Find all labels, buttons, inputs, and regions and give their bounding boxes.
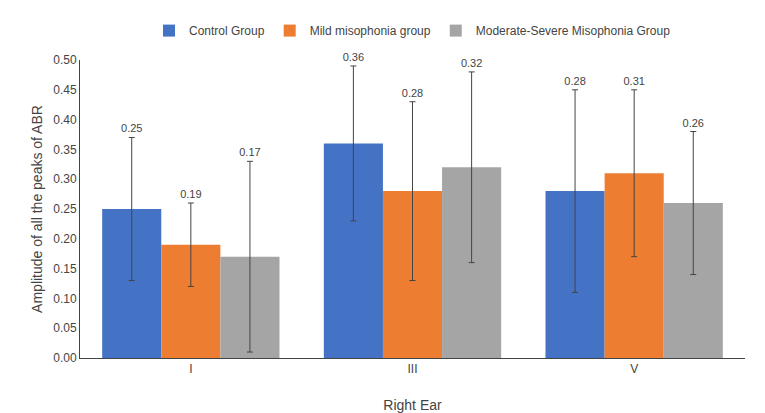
svg-text:Mild misophonia group: Mild misophonia group	[310, 24, 431, 38]
svg-text:0.00: 0.00	[53, 351, 77, 365]
svg-text:0.45: 0.45	[53, 83, 77, 97]
svg-text:0.15: 0.15	[53, 262, 77, 276]
svg-text:V: V	[630, 362, 638, 376]
svg-text:0.35: 0.35	[53, 143, 77, 157]
svg-text:Control Group: Control Group	[189, 24, 265, 38]
svg-text:0.40: 0.40	[53, 113, 77, 127]
svg-text:0.36: 0.36	[343, 51, 364, 63]
svg-text:Moderate-Severe Misophonia Gro: Moderate-Severe Misophonia Group	[476, 24, 670, 38]
svg-text:0.26: 0.26	[683, 117, 704, 129]
svg-text:I: I	[189, 362, 192, 376]
svg-text:0.20: 0.20	[53, 232, 77, 246]
svg-text:0.28: 0.28	[564, 75, 585, 87]
svg-text:0.30: 0.30	[53, 172, 77, 186]
svg-text:0.31: 0.31	[623, 75, 644, 87]
svg-text:0.19: 0.19	[180, 188, 201, 200]
svg-text:0.50: 0.50	[53, 53, 77, 67]
svg-text:Right Ear: Right Ear	[383, 397, 442, 413]
svg-text:Amplitude of all the peaks of: Amplitude of all the peaks of ABR	[29, 105, 45, 313]
svg-text:0.25: 0.25	[121, 122, 142, 134]
svg-text:III: III	[407, 362, 417, 376]
svg-text:0.32: 0.32	[461, 57, 482, 69]
svg-text:0.28: 0.28	[402, 87, 423, 99]
svg-text:0.05: 0.05	[53, 321, 77, 335]
svg-text:0.25: 0.25	[53, 202, 77, 216]
svg-text:0.17: 0.17	[239, 146, 260, 158]
svg-text:0.10: 0.10	[53, 292, 77, 306]
